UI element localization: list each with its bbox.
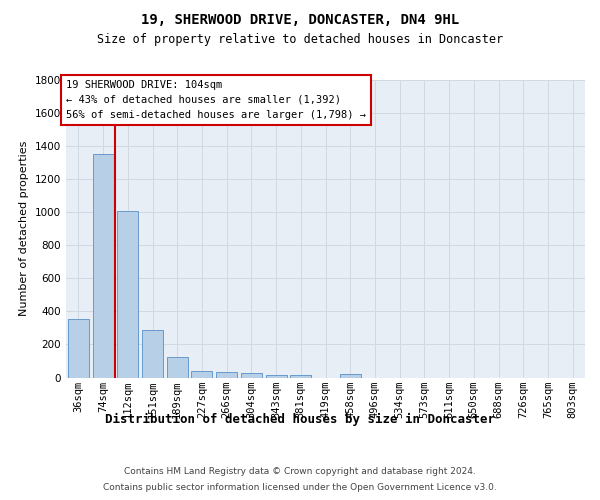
Text: Distribution of detached houses by size in Doncaster: Distribution of detached houses by size …: [105, 412, 495, 426]
Bar: [167, 357, 188, 378]
Bar: [266, 374, 287, 378]
Bar: [117, 212, 138, 378]
Bar: [142, 330, 163, 378]
Bar: [290, 375, 311, 378]
Bar: [191, 371, 212, 378]
Text: Contains HM Land Registry data © Crown copyright and database right 2024.: Contains HM Land Registry data © Crown c…: [124, 468, 476, 476]
Text: Size of property relative to detached houses in Doncaster: Size of property relative to detached ho…: [97, 32, 503, 46]
Bar: [241, 374, 262, 378]
Bar: [68, 319, 89, 378]
Bar: [216, 372, 237, 378]
Text: 19, SHERWOOD DRIVE, DONCASTER, DN4 9HL: 19, SHERWOOD DRIVE, DONCASTER, DN4 9HL: [141, 12, 459, 26]
Bar: [340, 374, 361, 378]
Text: Contains public sector information licensed under the Open Government Licence v3: Contains public sector information licen…: [103, 482, 497, 492]
Y-axis label: Number of detached properties: Number of detached properties: [19, 141, 29, 316]
Bar: [92, 154, 113, 378]
Text: 19 SHERWOOD DRIVE: 104sqm
← 43% of detached houses are smaller (1,392)
56% of se: 19 SHERWOOD DRIVE: 104sqm ← 43% of detac…: [66, 80, 366, 120]
